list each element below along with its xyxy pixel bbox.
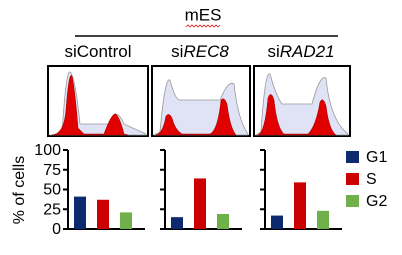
label-prefix: si <box>267 42 279 61</box>
legend-label: G2 <box>366 193 387 210</box>
label-name: REC8 <box>183 42 229 61</box>
y-tick-label: 0 <box>52 221 61 238</box>
y-tick-label: 50 <box>43 182 61 199</box>
bar <box>74 196 86 229</box>
y-tick-label: 75 <box>43 162 61 179</box>
column-label: siREC8 <box>171 42 229 61</box>
y-tick-label: 100 <box>34 142 61 159</box>
label-name: Control <box>77 42 132 61</box>
legend-label: G1 <box>366 149 387 166</box>
legend-swatch <box>346 195 359 207</box>
bar <box>194 178 206 229</box>
bar <box>294 182 306 229</box>
column-label: siControl <box>64 42 131 61</box>
legend-swatch <box>346 173 359 185</box>
histogram-panel <box>151 65 251 137</box>
y-axis-label: % of cells <box>11 156 28 224</box>
bar <box>317 210 329 229</box>
bar <box>271 215 283 229</box>
y-tick-label: 25 <box>43 201 61 218</box>
legend-label: S <box>366 171 377 188</box>
bar <box>217 213 229 229</box>
label-name: RAD21 <box>280 42 335 61</box>
histogram-panel <box>253 65 351 137</box>
spell-underline <box>185 24 221 28</box>
chart-title: mES <box>185 5 222 24</box>
legend-swatch <box>346 151 359 163</box>
bar <box>171 217 183 229</box>
label-prefix: si <box>171 42 183 61</box>
label-prefix: si <box>64 42 76 61</box>
bar <box>97 199 109 229</box>
histogram-panel <box>47 65 149 137</box>
bar <box>120 212 132 229</box>
column-label: siRAD21 <box>267 42 334 61</box>
